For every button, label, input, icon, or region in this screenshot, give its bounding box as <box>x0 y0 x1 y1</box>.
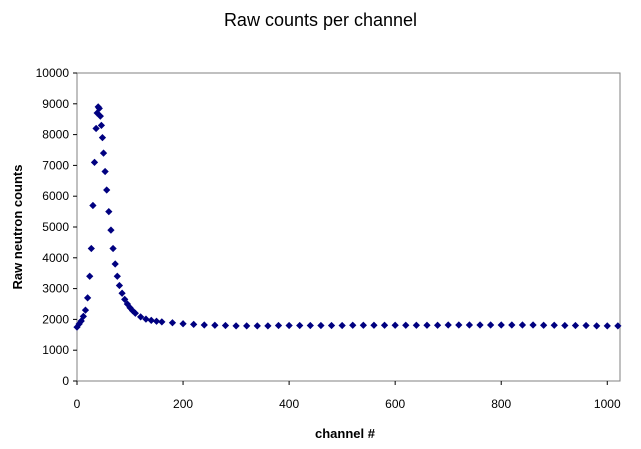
data-point <box>147 316 155 324</box>
data-point <box>253 322 261 330</box>
data-point <box>614 322 622 330</box>
plot-area <box>76 72 621 382</box>
data-point <box>211 321 219 329</box>
data-point <box>518 321 527 329</box>
data-point <box>423 321 431 329</box>
y-tick-label: 1000 <box>42 343 69 357</box>
data-point <box>87 244 95 253</box>
y-tick-label: 2000 <box>42 312 69 326</box>
y-tick-label: 7000 <box>42 158 69 172</box>
data-point <box>121 295 129 304</box>
data-point <box>179 320 187 328</box>
data-point <box>540 321 548 329</box>
x-tick-label: 1000 <box>594 397 621 411</box>
data-point <box>118 289 126 297</box>
y-tick-label: 10000 <box>36 66 70 80</box>
data-point <box>190 320 198 328</box>
y-tick-label: 6000 <box>42 189 69 203</box>
data-point <box>444 321 452 329</box>
data-point <box>152 317 161 325</box>
data-point <box>83 294 92 302</box>
data-point <box>603 322 611 330</box>
data-point <box>571 321 580 330</box>
y-tick-label: 4000 <box>42 251 69 265</box>
x-tick-label: 400 <box>279 397 299 411</box>
data-point <box>113 272 121 280</box>
data-point <box>274 321 283 330</box>
data-point <box>327 321 336 330</box>
data-point <box>476 321 484 329</box>
data-point <box>111 260 119 268</box>
data-point <box>529 321 537 329</box>
data-point <box>81 306 90 314</box>
y-tick-label: 5000 <box>42 220 69 234</box>
data-point <box>79 312 87 320</box>
data-point <box>306 321 314 330</box>
data-point <box>90 158 99 166</box>
chart-title: Raw counts per channel <box>223 10 418 30</box>
data-point <box>402 321 410 329</box>
data-point <box>232 322 240 330</box>
data-point <box>142 315 150 323</box>
data-point <box>115 281 124 290</box>
data-point <box>109 244 117 253</box>
y-tick-label: 3000 <box>42 282 69 296</box>
data-point <box>131 309 139 317</box>
data-point <box>593 322 601 330</box>
data-point <box>92 124 100 133</box>
data-point <box>89 201 97 210</box>
data-point <box>158 318 166 326</box>
x-axis: 0 200 400 600 800 1000 <box>74 381 621 411</box>
y-tick-label: 9000 <box>42 97 69 111</box>
data-point <box>101 167 109 176</box>
data-point <box>412 321 420 329</box>
data-point <box>285 321 293 330</box>
y-axis-label: Raw neutron counts <box>10 165 25 290</box>
data-point <box>338 321 346 330</box>
x-tick-label: 0 <box>74 397 81 411</box>
data-point <box>99 149 108 157</box>
data-point <box>465 321 474 329</box>
y-axis: 0 1000 2000 3000 4000 5000 6000 7000 8000 9000 100… <box>36 66 77 388</box>
x-tick-label: 600 <box>385 397 405 411</box>
data-point <box>486 321 495 329</box>
data-point <box>317 321 325 330</box>
data-point <box>349 321 357 329</box>
data-point <box>221 321 230 330</box>
data-point <box>98 134 107 142</box>
data-point <box>561 321 569 330</box>
y-tick-label: 0 <box>62 374 69 388</box>
data-point <box>103 186 111 194</box>
data-point <box>359 321 367 329</box>
y-tick-label: 8000 <box>42 128 69 142</box>
data-point <box>107 226 115 234</box>
data-point <box>243 322 251 330</box>
data-point <box>391 321 399 329</box>
data-point <box>264 322 272 330</box>
x-tick-label: 200 <box>173 397 193 411</box>
data-point <box>168 319 177 327</box>
x-tick-label: 800 <box>491 397 511 411</box>
data-points <box>73 103 622 331</box>
data-point <box>96 112 104 120</box>
data-point <box>105 207 113 216</box>
data-point <box>497 321 505 329</box>
data-point <box>550 321 558 329</box>
x-axis-label: channel # <box>315 426 376 441</box>
data-point <box>455 321 463 329</box>
data-point <box>200 321 208 329</box>
data-point <box>582 321 590 330</box>
data-point <box>137 313 145 321</box>
data-point <box>370 321 378 329</box>
data-point <box>86 272 94 280</box>
data-point <box>95 104 103 113</box>
data-point <box>508 321 516 329</box>
data-point <box>380 321 389 329</box>
data-point <box>296 321 304 330</box>
data-point <box>433 321 442 329</box>
data-point <box>97 121 106 129</box>
